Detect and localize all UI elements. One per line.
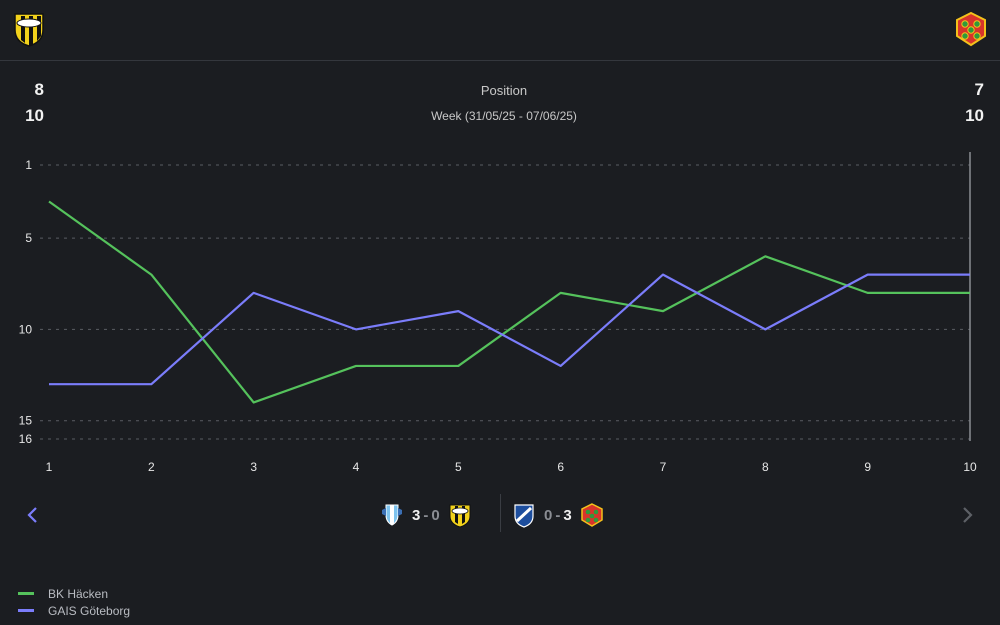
y-tick-label: 1 — [25, 158, 32, 172]
match-1-separator: - — [423, 506, 429, 524]
match-result-2[interactable]: 0 - 3 — [512, 498, 604, 532]
chart-subtitle: Week (31/05/25 - 07/06/25) — [431, 109, 577, 123]
legend-label: GAIS Göteborg — [48, 603, 131, 618]
x-tick-label: 2 — [148, 460, 155, 474]
match-1-away-score: 0 — [431, 506, 440, 524]
away-current-position: 7 — [974, 80, 984, 99]
chart-legend: BK Häcken GAIS Göteborg — [18, 585, 130, 619]
x-tick-label: 4 — [353, 460, 360, 474]
ifk-norrkoping-crest-icon — [514, 504, 534, 528]
x-tick-label: 10 — [963, 460, 977, 474]
next-week-button[interactable] — [952, 500, 982, 530]
away-total-position: 10 — [965, 106, 984, 125]
series-line-bk-hacken — [48, 200, 970, 404]
match-result-1[interactable]: 3 - 0 — [380, 498, 472, 532]
x-tick-label: 3 — [250, 460, 257, 474]
matches-divider — [500, 494, 501, 532]
legend-item-gais[interactable]: GAIS Göteborg — [18, 602, 130, 619]
previous-week-button[interactable] — [18, 500, 48, 530]
home-total-position: 10 — [25, 106, 44, 125]
chevron-left-icon — [27, 507, 37, 523]
match-2-away-score: 3 — [563, 506, 572, 524]
legend-swatch — [18, 609, 34, 612]
match-1-home-score: 3 — [412, 506, 421, 524]
y-tick-label: 15 — [19, 414, 33, 428]
malmo-ff-crest-icon — [382, 504, 402, 526]
x-tick-label: 5 — [455, 460, 462, 474]
series-line-gais-goteborg — [49, 273, 970, 386]
legend-label: BK Häcken — [48, 586, 109, 601]
y-tick-label: 5 — [25, 231, 32, 245]
legend-swatch — [18, 592, 34, 595]
chart-title: Position — [480, 83, 528, 98]
match-2-home-score: 0 — [544, 506, 553, 524]
header-bar — [0, 0, 1000, 61]
bk-hacken-crest-icon[interactable] — [12, 10, 46, 48]
x-tick-label: 6 — [557, 460, 564, 474]
gais-crest-icon[interactable] — [954, 10, 988, 48]
x-tick-label: 1 — [46, 460, 53, 474]
y-tick-label: 10 — [19, 322, 33, 336]
match-2-separator: - — [555, 506, 561, 524]
legend-item-bk-hacken[interactable]: BK Häcken — [18, 585, 130, 602]
gais-crest-icon — [580, 503, 603, 527]
bk-hacken-crest-icon — [449, 504, 471, 528]
home-current-position: 8 — [34, 80, 44, 99]
x-tick-label: 9 — [864, 460, 871, 474]
y-tick-label: 16 — [19, 432, 33, 446]
x-tick-label: 7 — [660, 460, 667, 474]
x-tick-label: 8 — [762, 460, 769, 474]
chevron-right-icon — [963, 507, 973, 523]
